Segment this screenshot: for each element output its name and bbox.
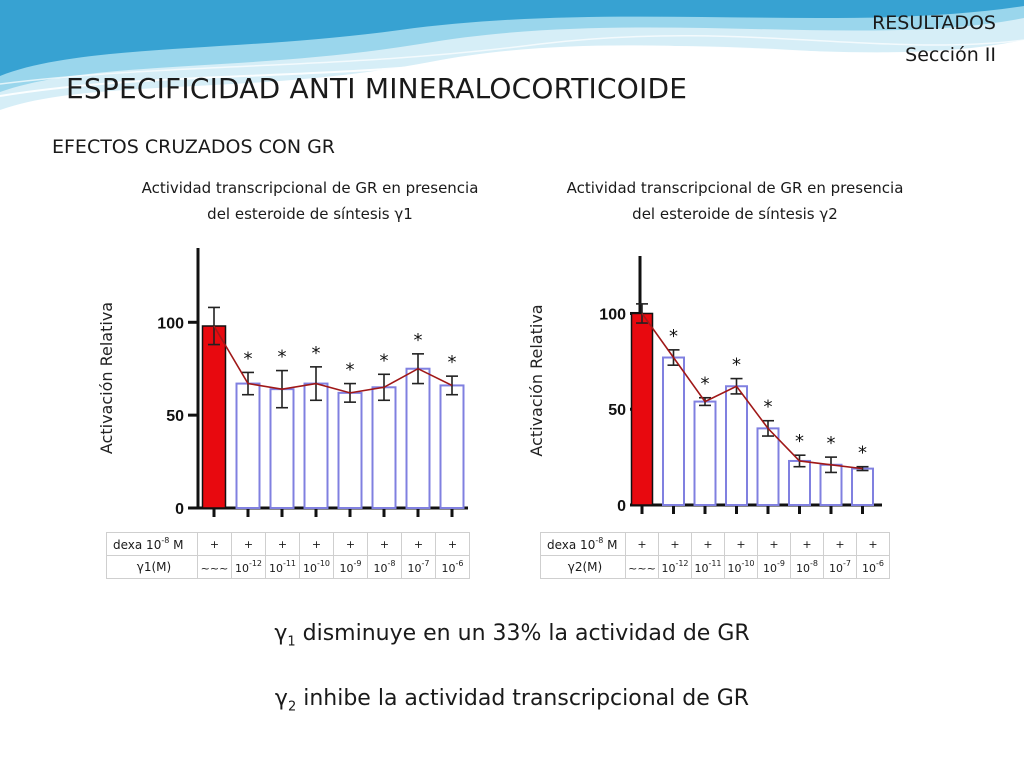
significance-star: * — [244, 348, 253, 369]
table-cell: + — [265, 532, 300, 556]
bar — [725, 385, 748, 506]
table-cell: 10-11 — [265, 555, 300, 579]
table-cell: 10-9 — [333, 555, 368, 579]
trend-line — [641, 312, 863, 470]
table-cell: 10-10 — [299, 555, 334, 579]
dexa-label: dexa 10-8 M — [540, 532, 626, 556]
gamma2-label: γ2(M) — [540, 555, 626, 579]
y-axis-label: Activación Relativa — [97, 302, 116, 454]
significance-star: * — [448, 352, 457, 373]
table-cell: + — [231, 532, 266, 556]
bar — [788, 459, 811, 506]
section-label: RESULTADOS — [872, 12, 996, 34]
significance-star: * — [346, 360, 355, 381]
bar — [693, 400, 717, 506]
conclusion-gamma2: γ2 inhibe la actividad transcripcional d… — [274, 686, 750, 715]
table-cell: + — [299, 532, 334, 556]
table-cell: ~~~ — [625, 555, 659, 579]
bar — [756, 427, 780, 506]
bar — [439, 384, 465, 509]
significance-star: * — [732, 355, 741, 376]
table-row-concentration: γ1(M) ~~~ 10-12 10-11 10-10 10-9 10-8 10… — [106, 555, 470, 579]
y-tick-label: 0 — [617, 498, 626, 515]
bar — [630, 312, 654, 506]
y-tick-label: 50 — [166, 408, 184, 425]
bar — [851, 467, 874, 507]
table-cell: 10-12 — [658, 555, 692, 579]
chart1-title: Actividad transcripcional de GR en prese… — [120, 175, 500, 227]
table-row-dexa: dexa 10-8 M + + + + + + + + — [540, 532, 890, 556]
chart1-title-line2: del esteroide de síntesis γ1 — [207, 205, 413, 223]
significance-star: * — [858, 443, 867, 464]
significance-star: * — [764, 397, 773, 418]
section-sublabel: Sección II — [905, 44, 996, 66]
bar — [201, 325, 227, 509]
table-cell: 10-7 — [823, 555, 857, 579]
chart2-title-line1: Actividad transcripcional de GR en prese… — [566, 179, 904, 197]
header-wave-decoration — [0, 0, 1024, 110]
y-tick-label: 100 — [157, 315, 184, 332]
significance-star: * — [278, 347, 287, 368]
y-tick-label: 0 — [175, 501, 184, 518]
slide-title: ESPECIFICIDAD ANTI MINERALOCORTICOIDE — [66, 72, 688, 105]
table-cell: 10-6 — [856, 555, 890, 579]
bar — [405, 367, 431, 509]
table-cell: + — [333, 532, 368, 556]
significance-star: * — [414, 330, 423, 351]
chart1-title-line1: Actividad transcripcional de GR en prese… — [141, 179, 479, 197]
chart1-conditions-table: dexa 10-8 M + + + + + + + + γ1(M) ~~~ 10… — [106, 532, 470, 579]
significance-star: * — [827, 433, 836, 454]
significance-star: * — [669, 326, 678, 347]
trend-line — [213, 325, 453, 394]
table-row-dexa: dexa 10-8 M + + + + + + + + — [106, 532, 470, 556]
chart2-title-line2: del esteroide de síntesis γ2 — [632, 205, 838, 223]
table-cell: 10-12 — [231, 555, 266, 579]
table-cell: + — [790, 532, 824, 556]
significance-star: * — [312, 343, 321, 364]
gamma1-label: γ1(M) — [106, 555, 198, 579]
table-cell: + — [197, 532, 232, 556]
dexa-label: dexa 10-8 M — [106, 532, 198, 556]
bar — [662, 356, 685, 506]
table-cell: 10-7 — [401, 555, 436, 579]
significance-star: * — [795, 431, 804, 452]
table-cell: 10-8 — [790, 555, 824, 579]
table-cell: + — [367, 532, 402, 556]
table-cell: + — [435, 532, 470, 556]
bar — [371, 386, 397, 510]
y-axis-label: Activación Relativa — [527, 304, 546, 456]
table-cell: + — [823, 532, 857, 556]
bar — [235, 382, 261, 509]
significance-star: * — [701, 374, 710, 395]
table-cell: 10-9 — [757, 555, 791, 579]
significance-star: * — [380, 350, 389, 371]
table-cell: + — [757, 532, 791, 556]
table-row-concentration: γ2(M) ~~~ 10-12 10-11 10-10 10-9 10-8 10… — [540, 555, 890, 579]
bar — [303, 382, 329, 509]
table-cell: + — [856, 532, 890, 556]
table-cell: 10-10 — [724, 555, 758, 579]
table-cell: 10-8 — [367, 555, 402, 579]
table-cell: + — [691, 532, 725, 556]
chart1-bar-chart: Activación Relativa 0 50 100 * * * * * * * — [97, 248, 468, 518]
table-cell: + — [658, 532, 692, 556]
y-tick-label: 100 — [599, 306, 626, 323]
table-cell: 10-6 — [435, 555, 470, 579]
conclusion-gamma1: γ1 disminuye en un 33% la actividad de G… — [274, 621, 750, 650]
table-cell: + — [625, 532, 659, 556]
slide-subtitle: EFECTOS CRUZADOS CON GR — [52, 136, 336, 158]
chart2-conditions-table: dexa 10-8 M + + + + + + + + γ2(M) ~~~ 10… — [540, 532, 890, 579]
chart2-title: Actividad transcripcional de GR en prese… — [540, 175, 930, 227]
table-cell: ~~~ — [197, 555, 232, 579]
table-cell: + — [724, 532, 758, 556]
y-tick-label: 50 — [608, 402, 626, 419]
bar — [337, 391, 363, 510]
table-cell: 10-11 — [691, 555, 725, 579]
chart2-bar-chart: Activación Relativa 0 50 100 * * * * * * * — [527, 256, 882, 515]
table-cell: + — [401, 532, 436, 556]
